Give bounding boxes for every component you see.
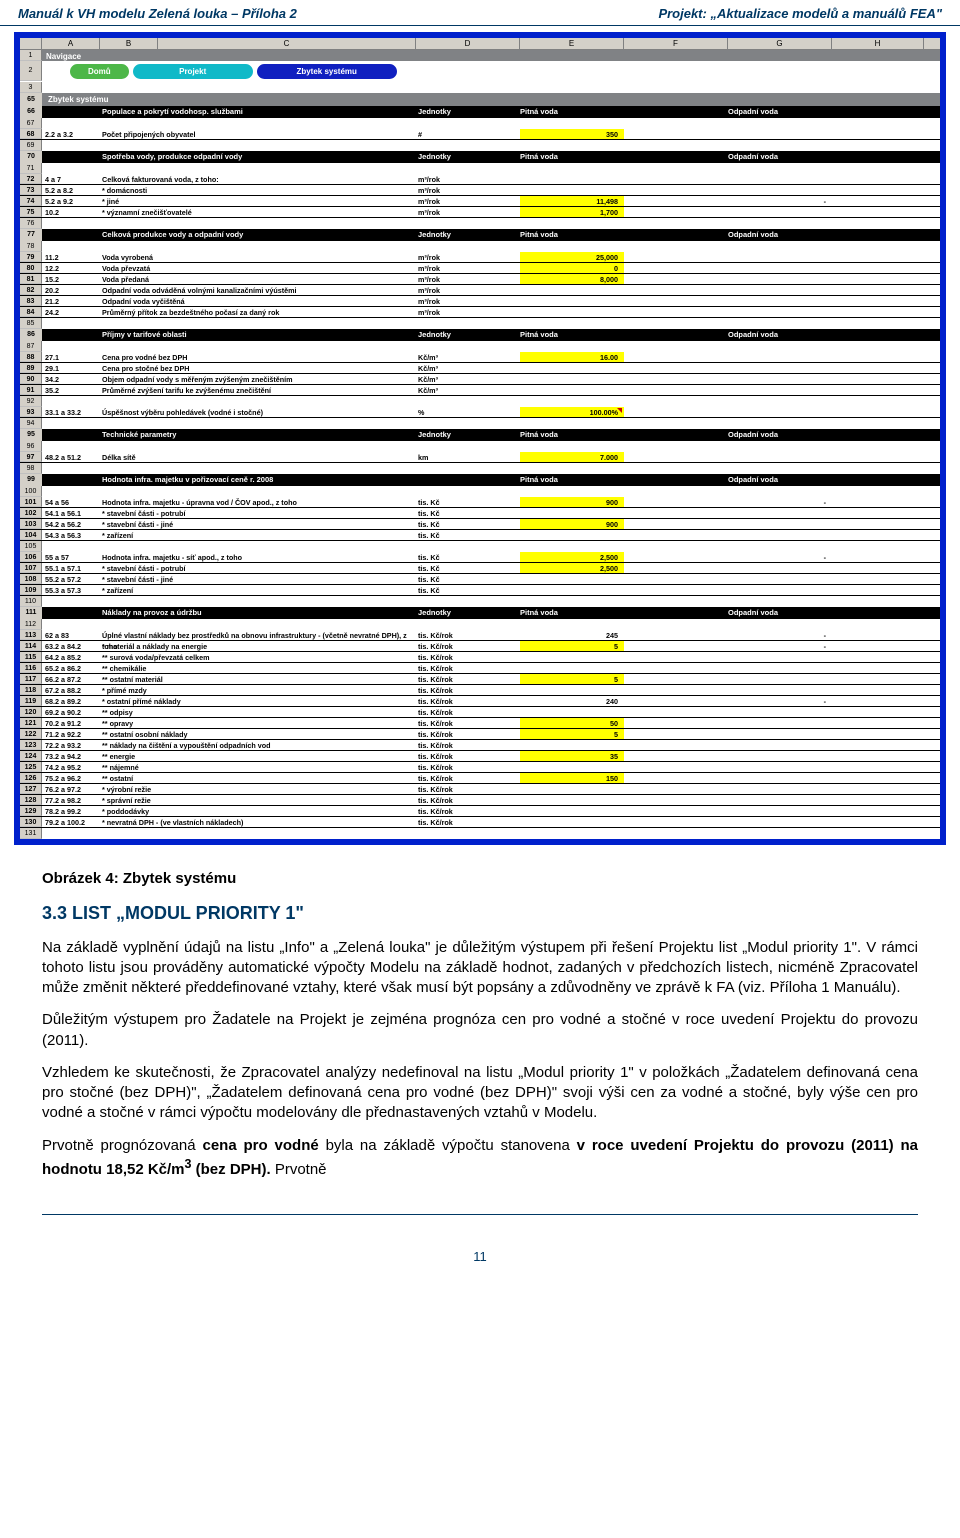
section-heading: 3.3 LIST „MODUL PRIORITY 1" bbox=[42, 901, 918, 925]
spreadsheet: A B C D E F G H 1 Navigace 2 Domů Projek… bbox=[14, 32, 946, 845]
table-row: 11867.2 a 88.2* přímé mzdytis. Kč/rok bbox=[20, 685, 940, 696]
table-row: 71 bbox=[20, 163, 940, 174]
table-row: 682.2 a 3.2Počet připojených obyvatel#35… bbox=[20, 129, 940, 140]
paragraph-2: Důležitým výstupem pro Žadatele na Proje… bbox=[42, 1010, 918, 1051]
table-row: 10354.2 a 56.2* stavební části - jinétis… bbox=[20, 519, 940, 530]
section-header: 77Celková produkce vody a odpadní vodyJe… bbox=[20, 229, 940, 241]
table-row: 98 bbox=[20, 463, 940, 474]
table-row: 9748.2 a 51.2Délka sítěkm7.000 bbox=[20, 452, 940, 463]
table-row: 8012.2Voda převzatám³/rok0 bbox=[20, 263, 940, 274]
table-row: 112 bbox=[20, 619, 940, 630]
paragraph-4: Prvotně prognózovaná cena pro vodné byla… bbox=[42, 1136, 918, 1181]
table-row: 10655 a 57Hodnota infra. majetku - síť a… bbox=[20, 552, 940, 563]
table-row: 11362 a 83Úplné vlastní náklady bez pros… bbox=[20, 630, 940, 641]
table-row: 105 bbox=[20, 541, 940, 552]
table-row: 76 bbox=[20, 218, 940, 229]
table-row: 9034.2Objem odpadní vody s měřeným zvýše… bbox=[20, 374, 940, 385]
table-row: 100 bbox=[20, 486, 940, 497]
table-row: 7911.2Voda vyrobenám³/rok25,000 bbox=[20, 252, 940, 263]
table-row: 131 bbox=[20, 828, 940, 839]
sheet-title: 65 Zbytek systému bbox=[20, 93, 940, 106]
table-row: 8220.2Odpadní voda odváděná volnými kana… bbox=[20, 285, 940, 296]
table-row: 12776.2 a 97.2* výrobní režietis. Kč/rok bbox=[20, 784, 940, 795]
table-row: 110 bbox=[20, 596, 940, 607]
table-row: 96 bbox=[20, 441, 940, 452]
paragraph-3: Vzhledem ke skutečnosti, že Zpracovatel … bbox=[42, 1063, 918, 1124]
table-row: 8929.1Cena pro stočné bez DPHKč/m³ bbox=[20, 363, 940, 374]
table-row: 10254.1 a 56.1* stavební části - potrubí… bbox=[20, 508, 940, 519]
header-left: Manuál k VH modelu Zelená louka – Příloh… bbox=[18, 6, 297, 21]
table-row: 10154 a 56Hodnota infra. majetku - úprav… bbox=[20, 497, 940, 508]
nav-tab-project[interactable]: Projekt bbox=[133, 64, 253, 79]
table-row: 94 bbox=[20, 418, 940, 429]
table-row: 78 bbox=[20, 241, 940, 252]
table-row: 12574.2 a 95.2** nájemnétis. Kč/rok bbox=[20, 762, 940, 773]
table-row: 13079.2 a 100.2* nevratná DPH - (ve vlas… bbox=[20, 817, 940, 828]
table-row: 735.2 a 8.2* domácnostim³/rok bbox=[20, 185, 940, 196]
table-row: 9135.2Průměrné zvýšení tarifu ke zvýšené… bbox=[20, 385, 940, 396]
table-row: 11766.2 a 87.2** ostatní materiáltis. Kč… bbox=[20, 674, 940, 685]
section-header: 95Technické parametryJednotkyPitná vodaO… bbox=[20, 429, 940, 441]
nav-tab-rest[interactable]: Zbytek systému bbox=[257, 64, 397, 79]
section-header: 70Spotřeba vody, produkce odpadní vodyJe… bbox=[20, 151, 940, 163]
nav-tabs-row: 2 Domů Projekt Zbytek systému bbox=[20, 61, 940, 82]
table-row: 745.2 a 9.2* jiném³/rok11,498- bbox=[20, 196, 940, 207]
table-row: 12170.2 a 91.2** opravytis. Kč/rok50 bbox=[20, 718, 940, 729]
page-number: 11 bbox=[42, 1214, 918, 1276]
table-row: 12473.2 a 94.2** energietis. Kč/rok35 bbox=[20, 751, 940, 762]
table-row: 724 a 7Celková fakturovaná voda, z toho:… bbox=[20, 174, 940, 185]
table-row: 10755.1 a 57.1* stavební části - potrubí… bbox=[20, 563, 940, 574]
table-row: 12271.2 a 92.2** ostatní osobní nákladyt… bbox=[20, 729, 940, 740]
paragraph-1: Na základě vyplnění údajů na listu „Info… bbox=[42, 938, 918, 999]
table-row: 12877.2 a 98.2* správní režietis. Kč/rok bbox=[20, 795, 940, 806]
figure-caption: Obrázek 4: Zbytek systému bbox=[42, 869, 918, 889]
nav-tab-home[interactable]: Domů bbox=[70, 64, 129, 79]
section-header: 111Náklady na provoz a údržbuJednotkyPit… bbox=[20, 607, 940, 619]
nav-title-row: 1 Navigace bbox=[20, 50, 940, 61]
table-row: 12978.2 a 99.2* poddodávkytis. Kč/rok bbox=[20, 806, 940, 817]
table-row: 11463.2 a 84.2* materiál a náklady na en… bbox=[20, 641, 940, 652]
section-header: 86Příjmy v tarifové oblastiJednotkyPitná… bbox=[20, 329, 940, 341]
table-row: 11968.2 a 89.2* ostatní přímé nákladytis… bbox=[20, 696, 940, 707]
table-row: 12675.2 a 96.2** ostatnítis. Kč/rok150 bbox=[20, 773, 940, 784]
table-row: 8115.2Voda předanám³/rok8,000 bbox=[20, 274, 940, 285]
table-row: 85 bbox=[20, 318, 940, 329]
header-right: Projekt: „Aktualizace modelů a manuálů F… bbox=[658, 6, 942, 21]
table-row: 10454.3 a 56.3* zařízenítis. Kč bbox=[20, 530, 940, 541]
section-header: 66Populace a pokrytí vodohosp. službamiJ… bbox=[20, 106, 940, 118]
table-row: 11564.2 a 85.2** surová voda/převzatá ce… bbox=[20, 652, 940, 663]
table-row: 12069.2 a 90.2** odpisytis. Kč/rok bbox=[20, 707, 940, 718]
table-row: 92 bbox=[20, 396, 940, 407]
table-row: 12372.2 a 93.2** náklady na čištění a vy… bbox=[20, 740, 940, 751]
table-row: 10955.3 a 57.3* zařízenítis. Kč bbox=[20, 585, 940, 596]
table-row: 69 bbox=[20, 140, 940, 151]
table-row: 11665.2 a 86.2** chemikálietis. Kč/rok bbox=[20, 663, 940, 674]
table-row: 8424.2Průměrný přítok za bezdeštného poč… bbox=[20, 307, 940, 318]
doc-header: Manuál k VH modelu Zelená louka – Příloh… bbox=[0, 0, 960, 26]
section-header: 99Hodnota infra. majetku v pořizovací ce… bbox=[20, 474, 940, 486]
table-row: 10855.2 a 57.2* stavební části - jinétis… bbox=[20, 574, 940, 585]
table-row: 8321.2Odpadní voda vyčištěnám³/rok bbox=[20, 296, 940, 307]
table-row: 8827.1Cena pro vodné bez DPHKč/m³16.00 bbox=[20, 352, 940, 363]
column-headers: A B C D E F G H bbox=[20, 38, 940, 50]
table-row: 87 bbox=[20, 341, 940, 352]
table-row: 7510.2* významní znečišťovatelém³/rok1,7… bbox=[20, 207, 940, 218]
table-row: 9333.1 a 33.2Úspěšnost výběru pohledávek… bbox=[20, 407, 940, 418]
body-text: Obrázek 4: Zbytek systému 3.3 LIST „MODU… bbox=[0, 855, 960, 1180]
table-row: 67 bbox=[20, 118, 940, 129]
